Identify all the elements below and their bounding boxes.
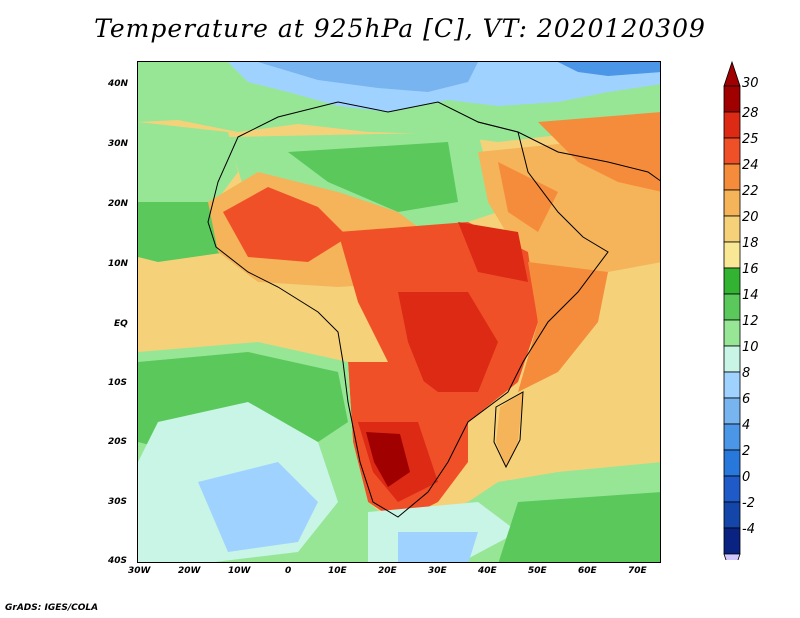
- colorbar-swatch-10: [723, 345, 741, 373]
- colorbar-swatch-11: [723, 371, 741, 399]
- colorbar-swatch-9: [723, 319, 741, 347]
- colorbar-label-25: 25: [742, 132, 759, 147]
- colorbar-swatch-12: [723, 397, 741, 425]
- colorbar-label-12: 12: [742, 314, 759, 329]
- x-tick-10e: 10E: [328, 566, 347, 576]
- colorbar-label-14: 14: [742, 288, 759, 303]
- red-sea-warm-zone: [498, 162, 558, 232]
- madagascar-warm-zone: [496, 392, 523, 467]
- colorbar-label-8: 8: [742, 366, 751, 381]
- colorbar-label-24: 24: [742, 158, 759, 173]
- colorbar-label-minus-2: -2: [742, 496, 755, 511]
- colorbar-swatch-16: [723, 501, 741, 529]
- colorbar-swatch-8: [723, 293, 741, 321]
- y-tick-eq: EQ: [114, 319, 128, 329]
- colorbar-swatch-3: [723, 163, 741, 191]
- y-tick-20s: 20S: [108, 437, 128, 447]
- colorbar-label-4: 4: [742, 418, 751, 433]
- europe-cold-band: [258, 62, 478, 92]
- colorbar-swatch-13: [723, 423, 741, 451]
- madagascar-coastline: [493, 391, 524, 469]
- x-tick-0: 0: [285, 566, 292, 576]
- x-tick-60e: 60E: [578, 566, 597, 576]
- indian-ocean-green: [498, 492, 660, 562]
- colorbar-label-16: 16: [742, 262, 759, 277]
- west-africa-hot-zone: [223, 187, 348, 262]
- x-tick-50e: 50E: [528, 566, 547, 576]
- sudan-hot-core: [458, 222, 528, 282]
- congo-hot-core: [398, 292, 498, 392]
- colorbar-swatch-15: [723, 475, 741, 503]
- x-tick-40e: 40E: [478, 566, 497, 576]
- colorbar-swatch-2: [723, 137, 741, 165]
- colorbar-label-6: 6: [742, 392, 751, 407]
- y-tick-20n: 20N: [108, 199, 129, 209]
- y-tick-30n: 30N: [108, 139, 129, 149]
- colorbar-label-28: 28: [742, 106, 759, 121]
- x-tick-20w: 20W: [178, 566, 201, 576]
- colorbar-label-0: 0: [742, 470, 751, 485]
- x-tick-70e: 70E: [628, 566, 647, 576]
- y-tick-10n: 10N: [108, 259, 129, 269]
- x-tick-20e: 20E: [378, 566, 397, 576]
- x-tick-30w: 30W: [128, 566, 151, 576]
- colorbar-top-arrow: [723, 60, 741, 87]
- colorbar-label-18: 18: [742, 236, 759, 251]
- colorbar-swatch-5: [723, 215, 741, 243]
- colorbar-swatch-7: [723, 267, 741, 295]
- india-warm-zone: [538, 112, 660, 192]
- y-tick-10s: 10S: [108, 378, 128, 388]
- colorbar-bottom-arrow: [723, 553, 741, 560]
- map-canvas: [138, 62, 660, 562]
- colorbar-swatch-6: [723, 241, 741, 269]
- east-cold-patch: [558, 62, 660, 76]
- colorbar-label-2: 2: [742, 444, 751, 459]
- colorbar-label-30: 30: [742, 76, 759, 91]
- temperature-map: [137, 61, 661, 563]
- map-title: Temperature at 925hPa [C], VT: 202012030…: [94, 14, 706, 43]
- colorbar-swatch-1: [723, 111, 741, 139]
- x-tick-10w: 10W: [228, 566, 251, 576]
- horn-warm-zone: [518, 262, 608, 392]
- x-tick-30e: 30E: [428, 566, 447, 576]
- south-atlantic-cold: [198, 462, 318, 552]
- kalahari-peak: [366, 432, 410, 487]
- colorbar-swatch-4: [723, 189, 741, 217]
- colorbar-swatch-14: [723, 449, 741, 477]
- y-tick-40n: 40N: [108, 79, 129, 89]
- colorbar-label-minus-4: -4: [742, 522, 755, 537]
- colorbar-swatch-17: [723, 527, 741, 555]
- colorbar-label-10: 10: [742, 340, 759, 355]
- arabia-coastline: [477, 121, 660, 182]
- atlantic-green-patch: [138, 202, 228, 262]
- colorbar: [723, 60, 741, 560]
- y-tick-40s: 40S: [108, 556, 128, 566]
- cape-cold-zone: [398, 532, 478, 562]
- sahara-dark-green-field: [288, 142, 458, 212]
- colorbar-label-22: 22: [742, 184, 759, 199]
- colorbar-swatch-0: [723, 85, 741, 113]
- colorbar-label-20: 20: [742, 210, 759, 225]
- grads-credit: GrADS: IGES/COLA: [5, 603, 99, 613]
- y-tick-30s: 30S: [108, 497, 128, 507]
